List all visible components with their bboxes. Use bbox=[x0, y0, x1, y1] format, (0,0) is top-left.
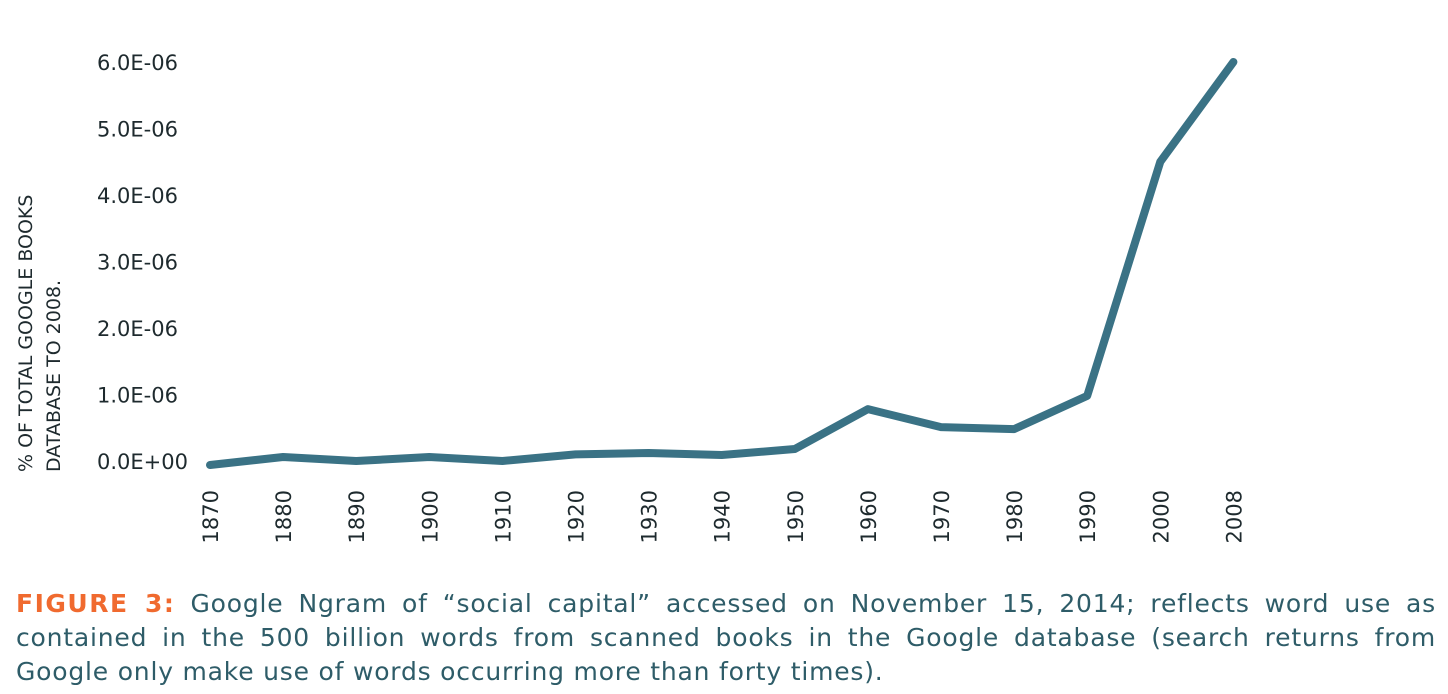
y-tick-label: 1.0E-06 bbox=[97, 384, 178, 408]
series-group bbox=[206, 58, 1238, 469]
x-tick-label: 1960 bbox=[857, 490, 881, 543]
x-tick-label: 1880 bbox=[272, 490, 296, 543]
y-axis-label-line-1: % OF TOTAL GOOGLE BOOKS bbox=[15, 195, 37, 472]
x-tick-label: 1890 bbox=[345, 490, 369, 543]
y-tick-label: 5.0E-06 bbox=[97, 118, 178, 142]
x-tick-label: 1920 bbox=[565, 490, 589, 543]
y-axis-label-line-2: DATABASE TO 2008. bbox=[43, 280, 65, 472]
x-tick-label: 1940 bbox=[711, 490, 735, 543]
y-tick-label: 0.0E+00 bbox=[97, 450, 188, 474]
x-tick-label: 1990 bbox=[1076, 490, 1100, 543]
x-tick-label: 1910 bbox=[491, 490, 515, 543]
y-tick-label: 6.0E-06 bbox=[97, 51, 178, 75]
x-tick-label: 1930 bbox=[638, 490, 662, 543]
caption-text: Google Ngram of “social capital” accesse… bbox=[16, 589, 1437, 686]
x-tick-label: 1950 bbox=[784, 490, 808, 543]
figure-caption: FIGURE 3: Google Ngram of “social capita… bbox=[16, 587, 1436, 689]
x-tick-label: 1970 bbox=[930, 490, 954, 543]
y-tick-label: 2.0E-06 bbox=[97, 317, 178, 341]
y-axis-ticks: 0.0E+00 1.0E-06 2.0E-06 3.0E-06 4.0E-06 5.0E-… bbox=[97, 51, 188, 474]
x-tick-label: 1870 bbox=[199, 490, 223, 543]
x-tick-label: 2000 bbox=[1149, 490, 1173, 543]
y-axis-label: % OF TOTAL GOOGLE BOOKS DATABASE TO 2008… bbox=[15, 195, 65, 472]
x-tick-label: 2008 bbox=[1222, 490, 1246, 543]
y-tick-label: 4.0E-06 bbox=[97, 184, 178, 208]
y-tick-label: 3.0E-06 bbox=[97, 251, 178, 275]
x-axis-ticks: 1870 1880 1890 1900 1910 1920 1930 1940 1950 1960… bbox=[199, 490, 1246, 543]
x-tick-label: 1900 bbox=[418, 490, 442, 543]
line-chart: % OF TOTAL GOOGLE BOOKS DATABASE TO 2008… bbox=[15, 51, 1246, 543]
series-line bbox=[206, 58, 1238, 469]
x-tick-label: 1980 bbox=[1003, 490, 1027, 543]
caption-label: FIGURE 3: bbox=[16, 589, 176, 618]
